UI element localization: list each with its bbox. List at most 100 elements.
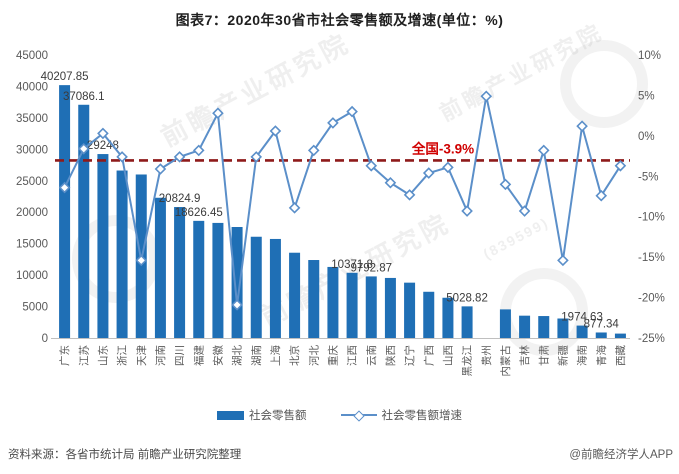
left-axis-tick: 25000 [16, 176, 48, 188]
growth-marker-陕西 [384, 176, 397, 189]
left-axis-tick: 10000 [16, 270, 48, 282]
left-axis-tick: 40000 [16, 81, 48, 93]
x-label-山东: 山东 [96, 345, 109, 366]
left-axis-tick: 5000 [22, 302, 48, 314]
bar-重庆 [327, 266, 339, 338]
x-label-云南: 云南 [365, 345, 378, 366]
right-axis-tick: 5% [638, 90, 655, 102]
legend-bar-label: 社会零售额 [249, 410, 307, 422]
bar-label-江西: 10371.8 [331, 259, 373, 271]
bar-安徽 [212, 222, 224, 338]
growth-marker-广东 [58, 181, 71, 194]
right-axis-tick: -10% [638, 212, 665, 224]
growth-marker-江苏 [77, 142, 90, 155]
growth-marker-辽宁 [403, 189, 416, 201]
growth-marker-安徽 [212, 107, 224, 120]
right-axis-tick: -15% [638, 252, 665, 264]
growth-marker-广西 [422, 167, 435, 179]
bar-浙江 [116, 170, 128, 338]
bar-黑龙江 [461, 306, 473, 338]
x-label-河南: 河南 [154, 345, 167, 366]
x-label-北京: 北京 [288, 345, 301, 366]
legend: 社会零售额 社会零售额增速 [0, 407, 679, 423]
bar-北京 [289, 252, 301, 338]
x-label-内蒙古: 内蒙古 [499, 345, 512, 377]
bar-青海 [595, 332, 607, 338]
bar-广西 [423, 291, 435, 338]
growth-marker-湖南 [250, 151, 263, 163]
x-label-辽宁: 辽宁 [403, 345, 416, 366]
bar-吉林 [519, 315, 531, 338]
x-label-黑龙江: 黑龙江 [461, 345, 474, 377]
growth-marker-江西 [346, 105, 358, 118]
bar-海南 [576, 325, 588, 338]
growth-marker-青海 [595, 189, 608, 202]
growth-marker-山东 [97, 127, 109, 140]
left-axis-tick: 35000 [16, 113, 48, 125]
x-label-四川: 四川 [174, 345, 186, 366]
x-label-福建: 福建 [192, 345, 205, 366]
x-label-浙江: 浙江 [117, 345, 129, 366]
chart-title: 图表7：2020年30省市社会零售额及增速(单位：%) [175, 12, 504, 28]
growth-marker-天津 [135, 254, 148, 267]
bar-label-福建: 18626.45 [175, 207, 223, 219]
bar-新疆 [557, 318, 569, 338]
bar-西藏 [614, 333, 626, 338]
growth-marker-湖北 [231, 299, 243, 311]
growth-marker-重庆 [327, 117, 339, 129]
bar-福建 [193, 220, 205, 338]
x-label-湖北: 湖北 [232, 345, 244, 366]
bar-四川 [174, 207, 186, 338]
bar-河北 [308, 260, 320, 338]
bar-series-swatch-icon [217, 410, 244, 420]
national-average-label: 全国-3.9% [411, 140, 474, 156]
x-label-青海: 青海 [595, 345, 608, 366]
line-series-swatch-icon [340, 409, 377, 422]
growth-marker-云南 [365, 159, 378, 172]
bar-湖南 [250, 236, 262, 338]
right-axis-tick: 10% [638, 50, 661, 62]
x-label-贵州: 贵州 [480, 345, 493, 366]
bar-label-海南: 1974.63 [561, 312, 603, 324]
x-label-海南: 海南 [576, 345, 589, 366]
x-label-江苏: 江苏 [77, 345, 90, 366]
bar-上海 [269, 238, 281, 338]
legend-item-retail: 社会零售额 [217, 407, 307, 423]
x-label-甘肃: 甘肃 [537, 345, 550, 366]
x-label-广东: 广东 [58, 345, 71, 366]
bar-山东 [97, 154, 109, 338]
growth-marker-内蒙古 [499, 178, 512, 191]
bar-山西 [442, 297, 454, 338]
growth-marker-山西 [442, 161, 454, 174]
x-label-重庆: 重庆 [326, 345, 339, 366]
x-label-江西: 江西 [347, 345, 359, 366]
growth-marker-甘肃 [537, 144, 550, 157]
left-axis-tick: 30000 [16, 144, 48, 156]
left-axis-tick: 15000 [16, 239, 48, 251]
growth-marker-四川 [173, 151, 186, 163]
growth-marker-河北 [307, 144, 320, 157]
bar-label-四川: 20824.9 [159, 193, 201, 205]
x-label-湖南: 湖南 [250, 345, 263, 366]
x-label-陕西: 陕西 [384, 345, 397, 366]
growth-marker-北京 [288, 202, 301, 214]
growth-marker-河南 [154, 163, 167, 175]
bar-label-云南: 9792.87 [350, 262, 392, 274]
x-label-上海: 上海 [269, 345, 282, 366]
bar-江苏 [78, 104, 90, 338]
bar-广东 [59, 85, 71, 338]
bar-内蒙古 [499, 309, 511, 338]
growth-marker-上海 [269, 125, 282, 137]
x-label-安徽: 安徽 [211, 345, 224, 366]
right-axis-tick: -5% [638, 171, 658, 183]
growth-marker-吉林 [518, 205, 531, 217]
legend-line-label: 社会零售额增速 [381, 410, 463, 422]
growth-marker-新疆 [557, 254, 569, 267]
growth-marker-贵州 [480, 90, 493, 103]
x-label-广西: 广西 [423, 345, 435, 366]
bar-陕西 [384, 277, 396, 338]
bar-甘肃 [538, 316, 550, 338]
growth-marker-黑龙江 [461, 205, 473, 217]
credit-note: @前瞻经济学人APP [569, 449, 673, 461]
growth-line [63, 95, 622, 306]
